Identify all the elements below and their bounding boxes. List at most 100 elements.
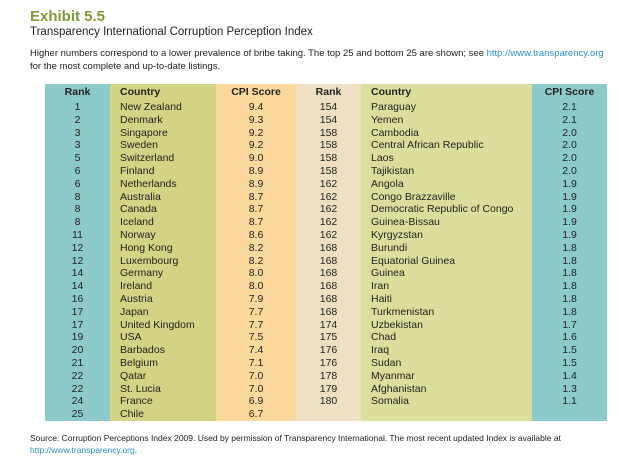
table-row: 5 Switzerland 9.0 158 Laos 2.0 xyxy=(45,152,607,165)
rank: 174 xyxy=(296,318,361,332)
rank: 2 xyxy=(45,113,110,127)
cpi-score: 1.5 xyxy=(532,356,607,370)
country: Austria xyxy=(110,292,216,306)
cpi-score: 8.7 xyxy=(216,216,296,229)
table-row: 3 Singapore 9.2 158 Cambodia 2.0 xyxy=(45,126,607,140)
rank: 180 xyxy=(296,395,361,409)
cpi-score: 1.5 xyxy=(532,344,607,357)
cpi-score: 8.7 xyxy=(216,203,296,217)
table-row: 19 USA 7.5 175 Chad 1.6 xyxy=(45,331,607,345)
country: Switzerland xyxy=(110,152,216,165)
rank: 176 xyxy=(296,344,361,357)
country: Sweden xyxy=(110,139,216,153)
description-text: Higher numbers correspond to a lower pre… xyxy=(30,48,487,59)
country: United Kingdom xyxy=(110,318,216,332)
country: Afghanistan xyxy=(361,382,532,396)
country: New Zealand xyxy=(110,101,216,114)
rank: 16 xyxy=(45,292,110,306)
cpi-score: 9.3 xyxy=(216,113,296,127)
rank: 17 xyxy=(45,318,110,332)
column-header: Rank xyxy=(45,84,110,101)
country: Iceland xyxy=(110,216,216,229)
table-row: 24 France 6.9 180 Somalia 1.1 xyxy=(45,395,607,409)
title: Exhibit 5.5 xyxy=(30,8,106,25)
table-row: 20 Barbados 7.4 176 Iraq 1.5 xyxy=(45,344,607,357)
rank: 162 xyxy=(296,177,361,191)
cpi-score: 7.9 xyxy=(216,292,296,306)
table-row: 1 New Zealand 9.4 154 Paraguay 2.1 xyxy=(45,101,607,114)
country: Japan xyxy=(110,305,216,319)
table-row: 21 Belgium 7.1 176 Sudan 1.5 xyxy=(45,356,607,370)
rank: 17 xyxy=(45,305,110,319)
country: Iraq xyxy=(361,344,532,357)
rank: 168 xyxy=(296,305,361,319)
cpi-score: 8.9 xyxy=(216,164,296,178)
footer-end: . xyxy=(134,445,138,455)
country: Kyrgyzstan xyxy=(361,228,532,242)
table-row: 17 United Kingdom 7.7 174 Uzbekistan 1.7 xyxy=(45,318,607,332)
cpi-score: 7.5 xyxy=(216,331,296,345)
rank: 162 xyxy=(296,228,361,242)
rank: 168 xyxy=(296,267,361,281)
country: Turkmenistan xyxy=(361,305,532,319)
link[interactable]: http://www.transparency.org xyxy=(486,48,604,59)
cpi-score: 8.9 xyxy=(216,177,296,191)
rank: 8 xyxy=(45,216,110,229)
empty-cell xyxy=(532,408,607,421)
link[interactable]: http://www.transparency.org xyxy=(30,445,135,455)
rank: 168 xyxy=(296,241,361,255)
cpi-score: 1.1 xyxy=(532,395,607,409)
country: Chile xyxy=(110,408,216,421)
table-row: 2 Denmark 9.3 154 Yemen 2.1 xyxy=(45,113,607,127)
country: Netherlands xyxy=(110,177,216,191)
cpi-score: 9.4 xyxy=(216,101,296,114)
country: Burundi xyxy=(361,241,532,255)
column-header: CPI Score xyxy=(532,84,607,101)
country: Paraguay xyxy=(361,101,532,114)
table-row: 3 Sweden 9.2 158 Central African Republic 2.0 xyxy=(45,139,607,153)
rank: 19 xyxy=(45,331,110,345)
table-row: 8 Canada 8.7 162 Democratic Republic of Cong… xyxy=(45,203,607,217)
cpi-score: 6.9 xyxy=(216,395,296,409)
table-row: 17 Japan 7.7 168 Turkmenistan 1.8 xyxy=(45,305,607,319)
rank: 176 xyxy=(296,356,361,370)
country: Chad xyxy=(361,331,532,345)
country: Somalia xyxy=(361,395,532,409)
country: Angola xyxy=(361,177,532,191)
country: Hong Kong xyxy=(110,241,216,255)
rank: 168 xyxy=(296,280,361,293)
cpi-score: 8.2 xyxy=(216,241,296,255)
cpi-score: 2.0 xyxy=(532,152,607,165)
rank: 1 xyxy=(45,101,110,114)
table-row: 6 Netherlands 8.9 162 Angola 1.9 xyxy=(45,177,607,191)
country: St. Lucia xyxy=(110,382,216,396)
rank: 11 xyxy=(45,228,110,242)
table-row: 6 Finland 8.9 158 Tajikistan 2.0 xyxy=(45,164,607,178)
rank: 25 xyxy=(45,408,110,421)
rank: 3 xyxy=(45,126,110,140)
cpi-score: 1.3 xyxy=(532,382,607,396)
country: USA xyxy=(110,331,216,345)
country: Laos xyxy=(361,152,532,165)
country: Australia xyxy=(110,190,216,204)
rank: 158 xyxy=(296,139,361,153)
table-row: 14 Ireland 8.0 168 Iran 1.8 xyxy=(45,280,607,293)
country: Yemen xyxy=(361,113,532,127)
cpi-score: 7.0 xyxy=(216,382,296,396)
column-header: Rank xyxy=(296,84,361,101)
country: Barbados xyxy=(110,344,216,357)
cpi-score: 7.4 xyxy=(216,344,296,357)
rank: 178 xyxy=(296,369,361,383)
table-row: 11 Norway 8.6 162 Kyrgyzstan 1.9 xyxy=(45,228,607,242)
country: Sudan xyxy=(361,356,532,370)
cpi-score: 8.0 xyxy=(216,267,296,281)
rank: 168 xyxy=(296,254,361,268)
table-row: 22 St. Lucia 7.0 179 Afghanistan 1.3 xyxy=(45,382,607,396)
country: Myanmar xyxy=(361,369,532,383)
cpi-score: 1.9 xyxy=(532,190,607,204)
country: Denmark xyxy=(110,113,216,127)
rank: 8 xyxy=(45,203,110,217)
table-row: 22 Qatar 7.0 178 Myanmar 1.4 xyxy=(45,369,607,383)
cpi-score: 2.0 xyxy=(532,164,607,178)
footer-text: Source: Corruption Perceptions Index 200… xyxy=(30,433,561,443)
